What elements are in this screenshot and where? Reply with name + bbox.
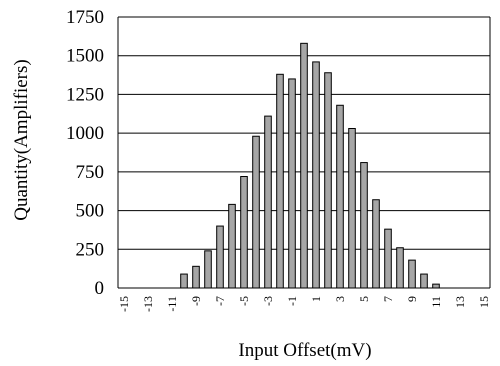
bar-6 [372, 199, 380, 289]
bar-3 [336, 104, 344, 289]
bar-9 [408, 259, 416, 289]
x-tick-7: 7 [381, 296, 395, 302]
bar-4 [348, 127, 356, 289]
x-tick--13: -13 [141, 296, 155, 312]
bar-0 [300, 42, 308, 289]
y-axis-label: Quantity(Amplifiers) [11, 59, 32, 220]
y-tick-1250: 1250 [66, 84, 104, 105]
bar-1 [312, 61, 320, 289]
x-tick--3: -3 [261, 296, 275, 306]
bar--2 [276, 73, 284, 289]
x-axis-label: Input Offset(mV) [238, 340, 371, 361]
bar--6 [228, 203, 236, 289]
x-tick--7: -7 [213, 296, 227, 306]
bar-7 [384, 228, 392, 289]
x-tick-1: 1 [309, 296, 323, 302]
y-tick-labels: 0 250 500 750 1000 1250 1500 1750 [66, 7, 104, 299]
y-tick-500: 500 [76, 201, 105, 222]
y-tick-1000: 1000 [66, 123, 104, 144]
x-tick-9: 9 [405, 296, 419, 302]
x-tick--15: -15 [117, 296, 131, 312]
x-tick-3: 3 [333, 296, 347, 302]
x-tick-5: 5 [357, 296, 371, 302]
bar--5 [240, 176, 248, 289]
x-tick-11: 11 [429, 296, 443, 308]
bar--4 [252, 135, 260, 289]
x-tick-labels: -15 -13 -11 -9 -7 -5 -3 -1 1 3 5 7 9 11 13 15 [117, 296, 491, 312]
x-tick-15: 15 [477, 296, 491, 308]
bar--8 [204, 250, 212, 289]
x-tick--1: -1 [285, 296, 299, 306]
bar-10 [420, 273, 428, 289]
y-tick-1750: 1750 [66, 7, 104, 28]
y-tick-1500: 1500 [66, 46, 104, 67]
bars [180, 42, 440, 289]
y-tick-0: 0 [95, 278, 105, 299]
y-tick-250: 250 [76, 239, 105, 260]
bar-2 [324, 72, 332, 289]
x-tick-13: 13 [453, 296, 467, 308]
axes [117, 17, 491, 289]
x-tick--9: -9 [189, 296, 203, 306]
bar--7 [216, 225, 224, 289]
x-tick--5: -5 [237, 296, 251, 306]
x-tick--11: -11 [165, 296, 179, 312]
bar--10 [180, 273, 188, 289]
bar--3 [264, 115, 272, 289]
bar-5 [360, 162, 368, 289]
y-tick-750: 750 [76, 162, 105, 183]
bar--1 [288, 78, 296, 289]
bar-11 [432, 283, 440, 289]
bar--9 [192, 265, 200, 289]
bar-8 [396, 247, 404, 289]
